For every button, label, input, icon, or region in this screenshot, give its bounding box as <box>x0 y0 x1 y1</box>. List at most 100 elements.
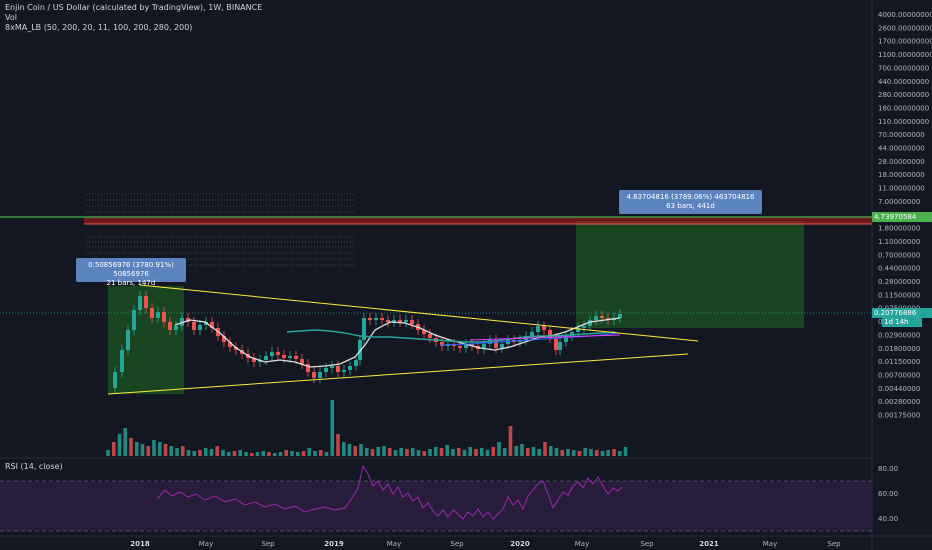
time-tick-label: 2019 <box>324 540 344 548</box>
time-tick-label: 2018 <box>130 540 150 548</box>
volume-bar <box>272 453 277 456</box>
triangle-support-line[interactable] <box>107 353 689 395</box>
candle-body <box>564 336 568 342</box>
price-tick-label: 1.10000000 <box>878 238 920 246</box>
time-tick-label: May <box>199 540 213 548</box>
volume-bar <box>278 452 283 456</box>
candle-body <box>156 312 160 318</box>
rsi-tick-label: 40.00 <box>878 515 898 523</box>
volume-bar <box>600 451 605 456</box>
time-axis[interactable]: 2018 May Sep 2019 May Sep 2020 May Sep 2021 May Sep <box>130 540 841 548</box>
measure-left-label[interactable]: 0.50856976 (3780.91%) 50856976 21 bars, … <box>76 258 186 287</box>
volume-bar <box>537 449 542 456</box>
volume-bar <box>324 452 329 456</box>
candle-body <box>294 356 298 359</box>
price-tick-label: 0.02900000 <box>878 331 920 339</box>
candle-body <box>392 320 396 322</box>
candle-body <box>132 310 136 330</box>
price-tick-label: 28.00000000 <box>878 158 925 166</box>
candle-body <box>270 352 274 356</box>
volume-bar <box>232 451 237 456</box>
measure-right-label[interactable]: 4.63704816 (3789.06%) 463704816 63 bars,… <box>619 190 762 214</box>
candlestick-series <box>113 291 622 393</box>
candle-body <box>588 320 592 326</box>
volume-bar <box>157 442 162 456</box>
volume-bar <box>238 450 243 456</box>
candle-body <box>482 344 486 349</box>
candle-body <box>386 320 390 322</box>
volume-bar <box>255 452 260 456</box>
rsi-tick-label: 80.00 <box>878 465 898 473</box>
price-tick-label: 0.01800000 <box>878 345 920 353</box>
volume-bar <box>111 442 116 456</box>
volume-bar <box>428 449 432 456</box>
volume-bar <box>410 448 415 456</box>
volume-bar <box>215 446 220 456</box>
volume-bar <box>422 451 427 456</box>
candle-body <box>554 338 558 350</box>
rsi-axis[interactable]: 80.00 60.00 40.00 <box>878 465 898 523</box>
candle-body <box>330 366 334 368</box>
volume-bar <box>209 449 214 456</box>
volume-bar <box>451 449 455 456</box>
volume-bar <box>612 449 616 456</box>
volume-bar <box>520 444 524 456</box>
price-tick-label: 0.01150000 <box>878 358 920 366</box>
ma-teal-line <box>286 329 616 343</box>
candle-body <box>558 342 562 350</box>
volume-bar <box>370 449 375 456</box>
candle-body <box>594 316 598 320</box>
price-axis[interactable]: 4000.00000000 2600.00000000 1700.00000000 1… <box>878 11 932 420</box>
candle-body <box>324 368 328 372</box>
candle-body <box>374 318 378 320</box>
volume-bar <box>405 449 409 456</box>
volume-bar <box>203 448 208 456</box>
candle-body <box>234 347 238 350</box>
price-tick-label: 280.00000000 <box>878 91 929 99</box>
price-tick-label: 0.28000000 <box>878 278 920 286</box>
price-tick-label: 0.11500000 <box>878 291 920 299</box>
candle-body <box>318 372 322 378</box>
volume-bar <box>468 447 473 456</box>
candle-body <box>288 356 292 358</box>
volume-bar <box>249 453 254 456</box>
price-tick-label: 18.00000000 <box>878 171 925 179</box>
volume-bar <box>416 450 421 456</box>
price-tick-label: 1.80000000 <box>878 225 920 233</box>
time-tick-label: 2021 <box>699 540 719 548</box>
volume-bar <box>548 446 553 456</box>
candle-body <box>368 318 372 320</box>
volume-bar <box>307 448 312 456</box>
candle-body <box>306 364 310 372</box>
volume-series <box>106 400 628 456</box>
price-tick-label: 700.00000000 <box>878 64 929 72</box>
volume-bar <box>129 438 133 456</box>
candle-body <box>422 330 426 334</box>
price-tick-label: 0.44000000 <box>878 265 920 273</box>
price-tick-label: 180.00000000 <box>878 104 929 112</box>
price-tick-label: 0.00280000 <box>878 398 920 406</box>
triangle-resistance-line[interactable] <box>139 284 699 342</box>
candle-body <box>362 318 366 340</box>
candle-body <box>120 350 124 372</box>
volume-bar <box>353 446 358 456</box>
price-tick-label: 70.00000000 <box>878 131 925 139</box>
resistance-zone[interactable] <box>84 217 872 224</box>
measure-right-area[interactable] <box>576 221 804 328</box>
candle-body <box>276 352 280 355</box>
candle-body <box>348 366 352 370</box>
volume-bar <box>525 448 530 456</box>
price-tick-label: 0.00175000 <box>878 412 920 420</box>
price-tick-label: 1700.00000000 <box>878 38 932 46</box>
time-tick-label: 2020 <box>510 540 530 548</box>
volume-bar <box>347 444 352 456</box>
price-tick-label: 0.00700000 <box>878 371 920 379</box>
candle-body <box>264 356 268 360</box>
volume-bar <box>387 448 392 456</box>
candle-body <box>162 312 166 322</box>
rsi-legend: RSI (14, close) <box>5 462 63 471</box>
volume-bar <box>491 447 496 456</box>
volume-bar <box>508 426 513 456</box>
volume-bar <box>359 444 363 456</box>
